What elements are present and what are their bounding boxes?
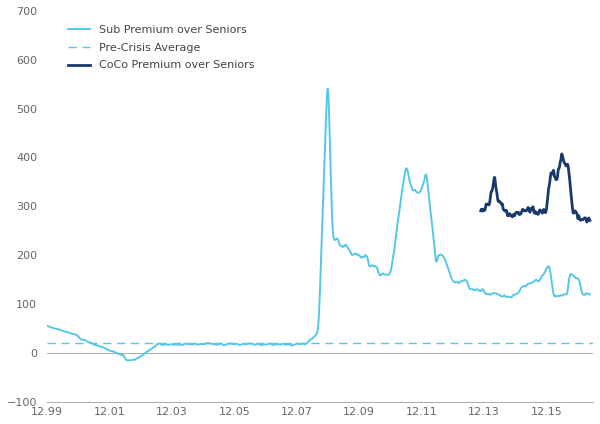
Sub Premium over Seniors [324, 86, 331, 91]
Sub Premium over Seniors [106, 348, 113, 353]
CoCo Premium over Seniors [586, 218, 593, 223]
Sub Premium over Seniors [576, 279, 583, 285]
Line: Sub Premium over Seniors: Sub Premium over Seniors [47, 89, 590, 360]
Sub Premium over Seniors [586, 292, 593, 297]
Line: CoCo Premium over Seniors: CoCo Premium over Seniors [481, 154, 590, 222]
Sub Premium over Seniors [138, 353, 145, 358]
Legend: Sub Premium over Seniors, Pre-Crisis Average, CoCo Premium over Seniors: Sub Premium over Seniors, Pre-Crisis Ave… [64, 20, 259, 75]
Sub Premium over Seniors [43, 323, 50, 328]
CoCo Premium over Seniors [558, 151, 565, 156]
CoCo Premium over Seniors [541, 208, 548, 213]
Sub Premium over Seniors [518, 285, 525, 290]
CoCo Premium over Seniors [547, 174, 554, 179]
Sub Premium over Seniors [275, 342, 283, 347]
Sub Premium over Seniors [252, 342, 259, 347]
CoCo Premium over Seniors [583, 220, 590, 225]
Sub Premium over Seniors [124, 358, 131, 363]
CoCo Premium over Seniors [477, 208, 484, 213]
CoCo Premium over Seniors [544, 201, 551, 206]
CoCo Premium over Seniors [571, 208, 578, 213]
CoCo Premium over Seniors [484, 201, 491, 206]
CoCo Premium over Seniors [560, 159, 567, 164]
